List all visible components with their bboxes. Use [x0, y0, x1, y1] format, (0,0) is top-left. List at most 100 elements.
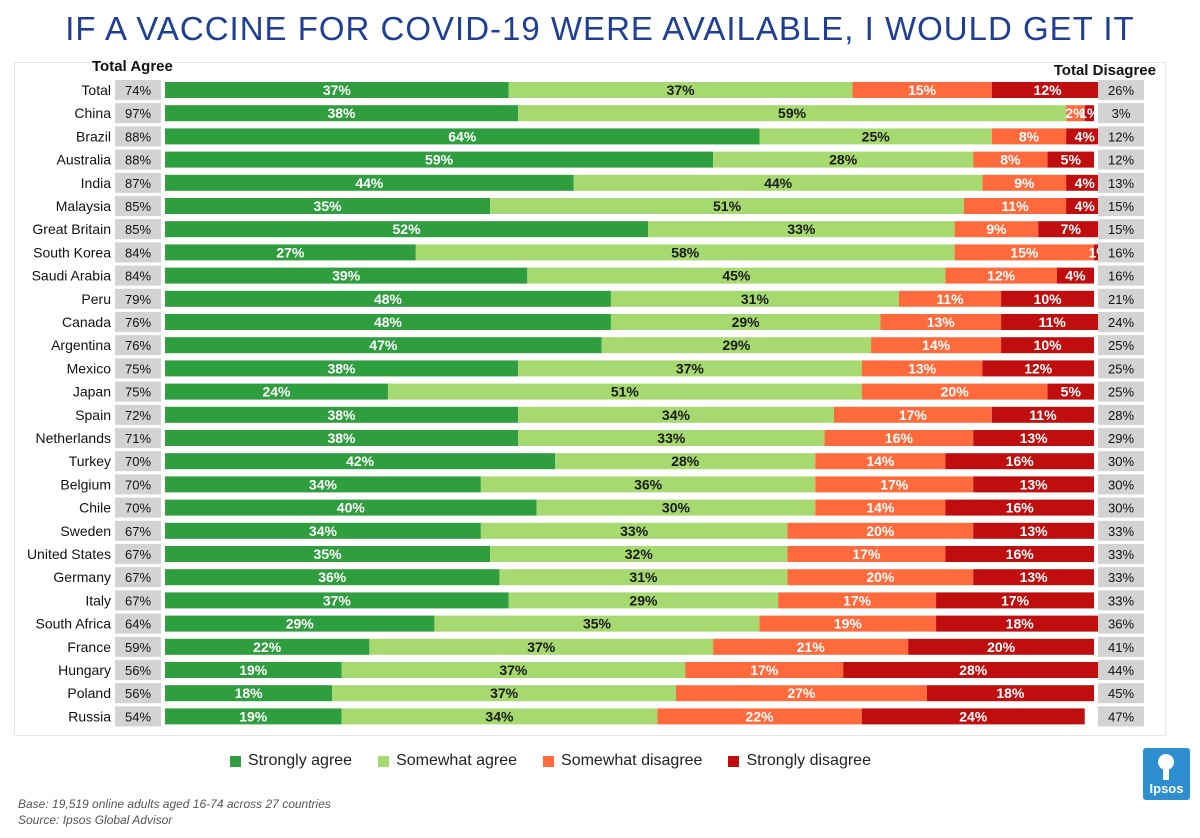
bar-segment: [165, 337, 602, 354]
category-label: France: [67, 639, 111, 655]
bar-value-label: 27%: [787, 685, 816, 701]
bar-value-label: 10%: [1034, 291, 1063, 307]
category-label: Russia: [68, 708, 111, 724]
bar-segment: [415, 244, 955, 261]
total-disagree-box: [1098, 497, 1144, 518]
category-label: Canada: [62, 314, 111, 330]
bar-value-label: 1%: [1079, 105, 1100, 121]
total-agree-box: [115, 149, 161, 170]
bar-segment: [648, 221, 955, 238]
category-label: India: [81, 175, 112, 191]
legend-item-strongly-disagree: Strongly disagree: [728, 752, 871, 770]
bar-value-label: 37%: [527, 639, 556, 655]
total-agree-box: [115, 683, 161, 704]
bar-segment: [815, 453, 946, 470]
total-agree-value: 56%: [125, 686, 151, 701]
category-label: Great Britain: [32, 221, 111, 237]
bar-segment: [165, 476, 481, 493]
bar-value-label: 11%: [936, 291, 964, 307]
bar-segment: [369, 638, 714, 655]
total-disagree-value: 44%: [1108, 663, 1134, 678]
category-label: Malaysia: [56, 198, 111, 214]
bar-value-label: 16%: [885, 430, 914, 446]
category-label: Peru: [81, 291, 111, 307]
bar-value-label: 34%: [662, 407, 691, 423]
bar-value-label: 16%: [1006, 453, 1035, 469]
bar-segment: [991, 128, 1067, 145]
bar-segment: [787, 522, 974, 539]
bar-value-label: 31%: [629, 569, 658, 585]
total-agree-header: Total Agree: [92, 58, 173, 75]
bar-segment: [165, 221, 649, 238]
legend-swatch: [728, 755, 740, 767]
bar-segment: [518, 406, 834, 423]
total-disagree-box: [1098, 312, 1144, 332]
total-agree-value: 71%: [125, 431, 151, 446]
bar-segment: [610, 290, 899, 307]
bar-value-label: 20%: [866, 569, 895, 585]
bar-value-label: 14%: [922, 337, 951, 353]
legend-label: Strongly disagree: [746, 752, 871, 769]
bar-segment: [973, 151, 1048, 168]
bar-segment: [1056, 267, 1094, 284]
total-agree-box: [115, 172, 161, 193]
bar-value-label: 9%: [1014, 175, 1035, 191]
bar-value-label: 24%: [262, 384, 291, 400]
total-agree-box: [115, 520, 161, 541]
bar-value-label: 17%: [880, 476, 909, 492]
total-agree-box: [115, 497, 161, 518]
logo-figure-icon: [1158, 754, 1174, 780]
bar-segment: [657, 708, 862, 725]
bar-segment: [982, 174, 1067, 191]
total-disagree-value: 33%: [1108, 547, 1134, 562]
total-disagree-value: 47%: [1108, 709, 1134, 724]
total-disagree-value: 33%: [1108, 570, 1134, 585]
bar-value-label: 2%: [1065, 105, 1086, 121]
legend-label: Somewhat agree: [396, 752, 518, 769]
total-agree-box: [115, 358, 161, 379]
bar-segment: [341, 708, 658, 725]
bar-value-label: 19%: [239, 708, 268, 724]
bar-value-label: 17%: [750, 662, 779, 678]
total-agree-box: [115, 404, 161, 425]
total-agree-value: 70%: [125, 477, 151, 492]
bar-value-label: 22%: [746, 708, 775, 724]
chart-frame: [14, 62, 1166, 736]
bar-value-label: 34%: [309, 476, 338, 492]
bar-value-label: 29%: [722, 337, 751, 353]
bar-value-label: 13%: [927, 314, 956, 330]
total-disagree-box: [1098, 590, 1144, 611]
bar-value-label: 12%: [1034, 82, 1063, 98]
total-agree-value: 84%: [125, 269, 151, 284]
total-agree-box: [115, 660, 161, 680]
total-disagree-box: [1098, 520, 1144, 541]
bar-segment: [165, 128, 760, 145]
bar-segment: [954, 221, 1039, 238]
bar-segment: [165, 615, 435, 632]
total-disagree-box: [1098, 706, 1144, 727]
bar-segment: [991, 82, 1104, 98]
category-label: Spain: [75, 407, 111, 423]
bar-value-label: 42%: [346, 453, 375, 469]
bar-value-label: 38%: [327, 407, 356, 423]
total-disagree-value: 25%: [1108, 361, 1134, 376]
total-agree-box: [115, 613, 161, 634]
total-disagree-value: 12%: [1108, 129, 1134, 144]
bar-value-label: 13%: [1020, 569, 1049, 585]
bar-value-label: 12%: [987, 268, 1016, 284]
bar-segment: [963, 198, 1067, 214]
bar-value-label: 21%: [797, 639, 826, 655]
total-agree-box: [115, 381, 161, 402]
bar-segment: [165, 174, 574, 191]
total-disagree-value: 33%: [1108, 524, 1134, 539]
total-disagree-value: 45%: [1108, 686, 1134, 701]
bar-segment: [165, 290, 611, 307]
bar-segment: [982, 360, 1094, 377]
bar-value-label: 15%: [908, 82, 937, 98]
bar-value-label: 20%: [941, 384, 970, 400]
bar-segment: [833, 406, 992, 423]
total-agree-value: 64%: [125, 617, 151, 632]
bar-value-label: 58%: [671, 244, 700, 260]
total-disagree-box: [1098, 636, 1144, 657]
bar-value-label: 16%: [1006, 546, 1035, 562]
